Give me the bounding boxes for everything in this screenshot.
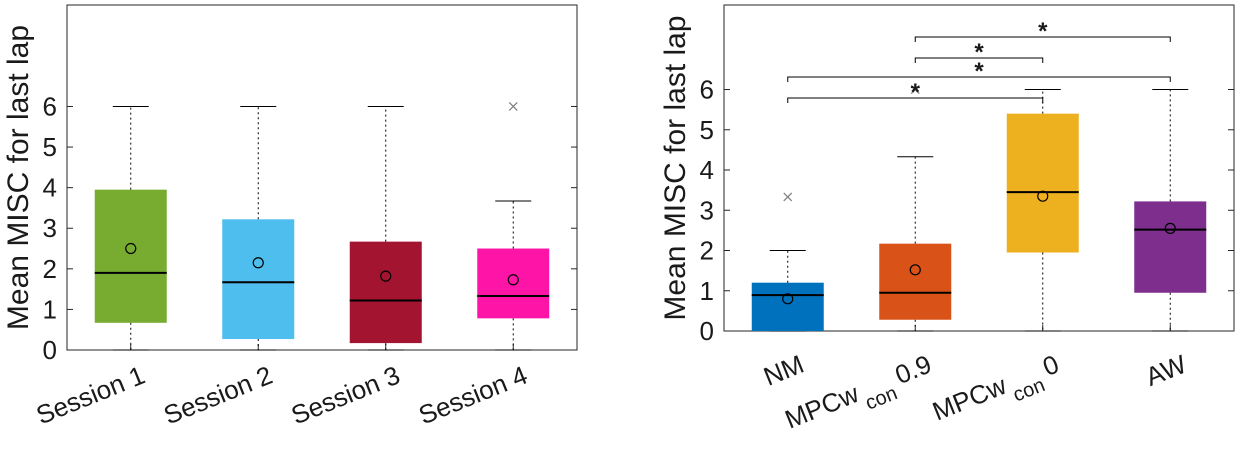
bracket-line (787, 76, 1171, 82)
x-tick-label: NM (759, 349, 808, 392)
x-tick-label: MPCwcon0 (928, 349, 1067, 437)
bracket-line (787, 97, 1044, 103)
x-tick-label-subscript: con (862, 382, 900, 414)
x-tick-label-main: AW (1141, 349, 1191, 392)
bracket-line (914, 57, 1044, 63)
box-0 (751, 192, 824, 332)
significance-star: * (974, 39, 984, 66)
significance-star: * (911, 79, 921, 106)
x-tick-label-main: MPCw (928, 370, 1010, 427)
y-tick-label: 6 (700, 75, 714, 105)
box-body (349, 241, 422, 344)
mean-marker (782, 293, 794, 305)
x-tick-label-suffix: 0.9 (891, 349, 936, 390)
significance-star: * (974, 58, 984, 85)
outlier-marker (508, 102, 518, 111)
y-tick-label: 4 (43, 173, 57, 203)
significance-bracket: * (787, 58, 1171, 85)
y-tick-label: 5 (43, 132, 57, 162)
significance-bracket: * (914, 39, 1044, 66)
y-axis-label: Mean MISC for last lap (2, 25, 35, 330)
y-tick-label: 1 (43, 294, 57, 324)
axes-frame (723, 4, 1235, 332)
mean-marker (380, 270, 392, 282)
x-tick-label-main: MPCw (781, 378, 863, 435)
x-tick-label: MPCwcon0.9 (781, 349, 940, 445)
x-tick-label-main: NM (759, 349, 808, 392)
box-body (879, 243, 952, 320)
box-3 (1134, 89, 1207, 332)
y-tick-label: 3 (43, 213, 57, 243)
box-3 (477, 102, 550, 351)
significance-bracket: * (787, 79, 1044, 106)
y-tick-label: 0 (700, 316, 714, 346)
axes-frame (66, 4, 578, 351)
y-tick-label: 4 (700, 155, 714, 185)
box-0 (94, 105, 167, 351)
box-1 (222, 105, 295, 351)
mean-marker (1037, 190, 1049, 202)
x-tick-label: Session 3 (287, 360, 404, 431)
y-tick-label: 3 (700, 195, 714, 225)
box-body (751, 282, 824, 331)
outlier-marker (783, 192, 793, 202)
mean-marker (909, 264, 921, 276)
significance-bracket: * (914, 18, 1171, 45)
y-tick-label: 5 (700, 115, 714, 145)
box-body (1006, 113, 1079, 253)
x-tick-label: Session 1 (32, 360, 149, 431)
mean-marker (507, 274, 519, 286)
box-body (94, 189, 167, 323)
box-2 (349, 105, 422, 351)
outlier-marker (910, 85, 920, 94)
box-body (477, 248, 550, 319)
y-axis-label: Mean MISC for last lap (659, 15, 692, 320)
mean-marker (125, 242, 137, 255)
y-tick-label: 1 (700, 276, 714, 306)
x-tick-label: AW (1141, 349, 1191, 392)
y-tick-label: 6 (43, 91, 57, 121)
mean-marker (252, 257, 264, 269)
box-body (222, 219, 295, 340)
x-tick-label-subscript: con (1010, 374, 1048, 406)
y-tick-label: 2 (43, 254, 57, 284)
box-2 (1006, 89, 1079, 332)
x-tick-label-suffix: 0 (1038, 349, 1063, 382)
y-tick-label: 2 (700, 236, 714, 266)
significance-star: * (1038, 18, 1048, 45)
y-tick-label: 0 (43, 335, 57, 365)
box-body (1134, 201, 1207, 293)
x-tick-label: Session 2 (159, 360, 276, 431)
bracket-line (914, 36, 1171, 42)
x-tick-label: Session 4 (414, 360, 531, 431)
mean-marker (1164, 222, 1176, 234)
box-1 (879, 85, 952, 332)
